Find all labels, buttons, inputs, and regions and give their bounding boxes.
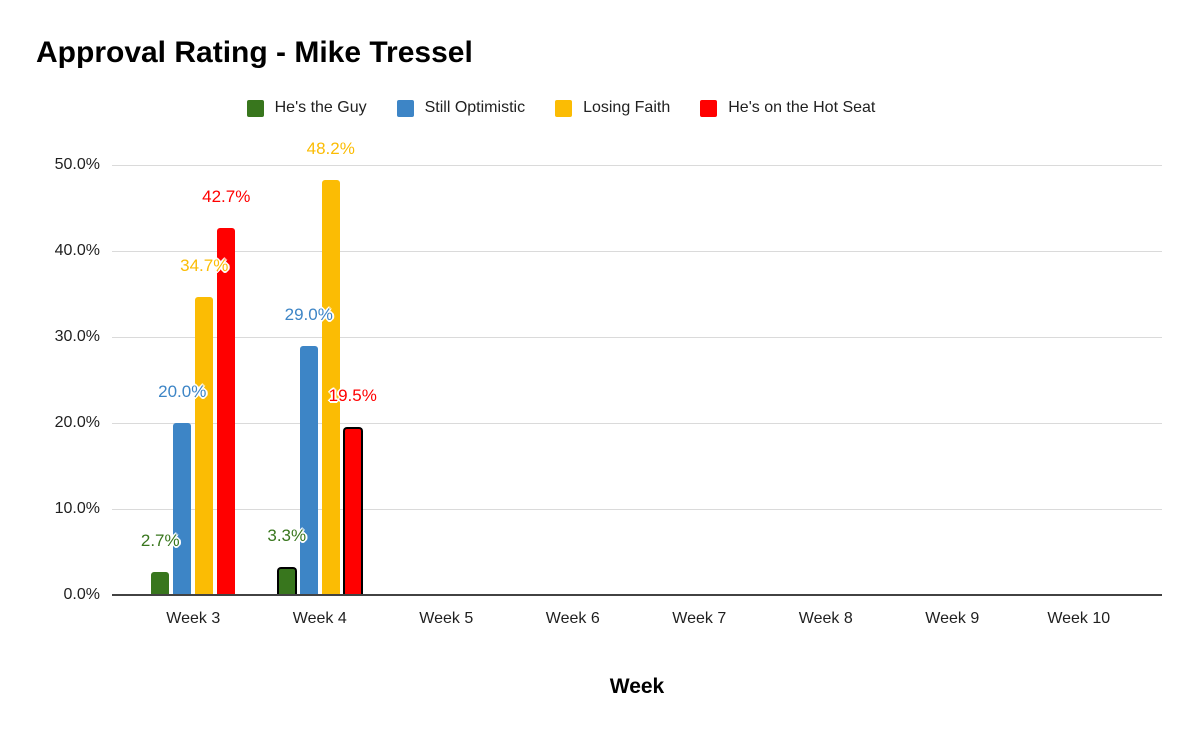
bar	[276, 566, 297, 595]
y-axis-tick-label: 10.0%	[54, 500, 100, 517]
legend-swatch-icon	[555, 99, 573, 117]
legend-label: Losing Faith	[583, 99, 671, 116]
y-axis-tick-label: 0.0%	[63, 586, 100, 603]
x-axis-tick-label: Week 9	[925, 610, 980, 627]
x-axis-line	[112, 594, 1162, 596]
x-axis-tick-label: Week 10	[1047, 610, 1111, 627]
legend: He's the Guy Still Optimistic Losing Faith…	[0, 99, 1122, 117]
legend-swatch-icon	[700, 99, 718, 117]
gridline	[112, 164, 1162, 166]
bar	[299, 345, 318, 595]
data-label: 34.7%	[180, 255, 229, 275]
legend-item: He's the Guy	[246, 99, 367, 117]
y-axis-tick-label: 30.0%	[54, 328, 100, 345]
data-label: 19.5%	[328, 386, 377, 406]
y-axis-tick-label: 40.0%	[54, 242, 100, 259]
gridline	[112, 250, 1162, 252]
data-label: 20.0%	[158, 382, 207, 401]
data-label: 3.3%	[267, 525, 307, 545]
x-axis-tick-label: Week 3	[166, 610, 221, 627]
x-axis-tick-label: Week 7	[672, 610, 727, 627]
data-label: 48.2%	[306, 139, 355, 159]
gridline	[112, 336, 1162, 338]
legend-label: Still Optimistic	[424, 99, 526, 116]
legend-label: He's the Guy	[274, 99, 367, 116]
legend-item: He's on the Hot Seat	[700, 99, 875, 117]
legend-swatch-icon	[246, 99, 264, 117]
x-axis-tick-label: Week 4	[292, 610, 347, 627]
legend-swatch-icon	[396, 99, 414, 117]
data-label: 29.0%	[284, 304, 333, 324]
legend-item: Losing Faith	[555, 99, 670, 117]
bar	[173, 423, 192, 595]
gridline	[112, 508, 1162, 510]
data-label: 2.7%	[140, 530, 180, 550]
chart-title: Approval Rating - Mike Tressel	[36, 36, 473, 69]
x-axis-tick-label: Week 5	[419, 610, 474, 627]
gridline	[112, 422, 1162, 424]
bar	[217, 227, 236, 595]
x-axis-title: Week	[609, 675, 665, 698]
legend-item: Still Optimistic	[396, 99, 526, 117]
y-axis-tick-label: 50.0%	[54, 156, 100, 173]
x-axis-tick-label: Week 6	[545, 610, 600, 627]
data-label: 42.7%	[202, 186, 251, 206]
legend-label: He's on the Hot Seat	[728, 99, 876, 116]
bar	[342, 427, 363, 595]
x-axis-tick-label: Week 8	[798, 610, 853, 627]
bar	[151, 571, 170, 595]
y-axis-tick-label: 20.0%	[54, 414, 100, 431]
bar	[321, 180, 340, 595]
bar	[195, 296, 214, 595]
